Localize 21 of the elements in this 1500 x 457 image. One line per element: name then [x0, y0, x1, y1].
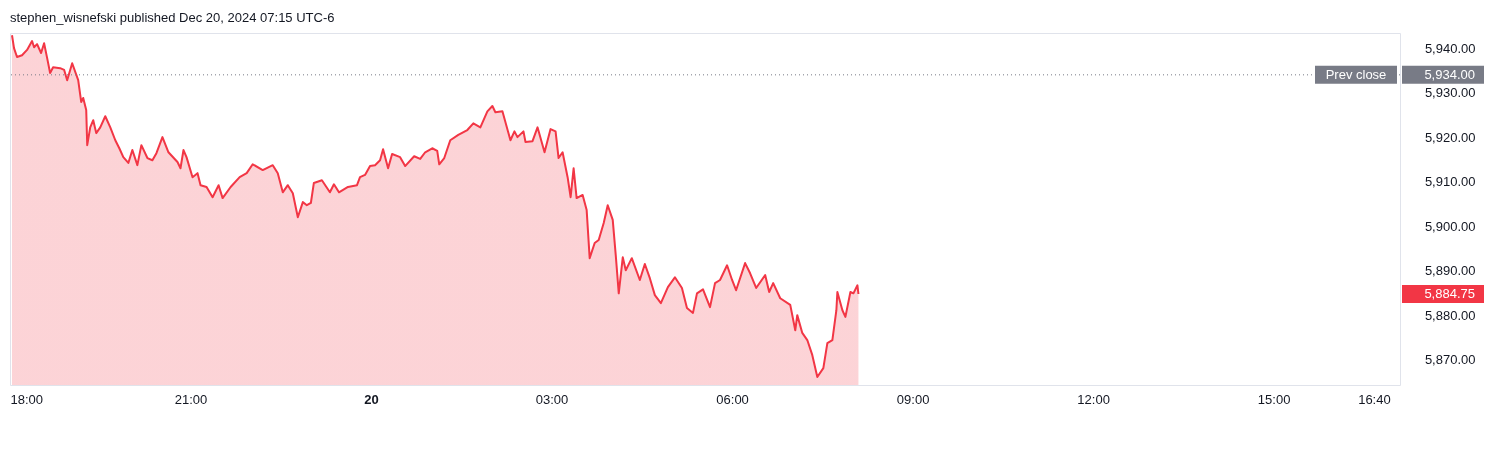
x-tick-label: 12:00: [1077, 391, 1110, 407]
x-tick-label: 18:00: [10, 391, 44, 407]
x-tick-label: 21:00: [174, 391, 208, 407]
ref-line-label: Prev close: [1325, 66, 1387, 82]
y-tick-label: 5,940.00: [1424, 40, 1476, 56]
y-tick-label: 5,900.00: [1424, 218, 1476, 234]
text: 5,884.75: [1424, 286, 1475, 301]
y-tick-label: 5,930.00: [1424, 85, 1476, 101]
y-tick-label: 5,920.00: [1424, 129, 1476, 145]
text: 5,934.00: [1424, 66, 1475, 82]
x-tick-label: 15:00: [1257, 391, 1291, 407]
x-tick-label: 06:00: [716, 391, 749, 407]
chart-title: stephen_wisnefski published Dec 20, 2024 07:15 UTC-6: [10, 10, 335, 25]
y-tick-label: 5,870.00: [1424, 352, 1476, 368]
x-tick-label: 09:00: [896, 391, 930, 407]
x-tick-label: 16:40: [1358, 391, 1391, 407]
y-tick-label: 5,880.00: [1424, 307, 1476, 323]
x-tick-label: 03:00: [535, 391, 569, 407]
y-tick-label: 5,910.00: [1424, 174, 1476, 190]
y-tick-label: 5,890.00: [1424, 263, 1476, 279]
x-tick-label: 20: [364, 391, 379, 407]
